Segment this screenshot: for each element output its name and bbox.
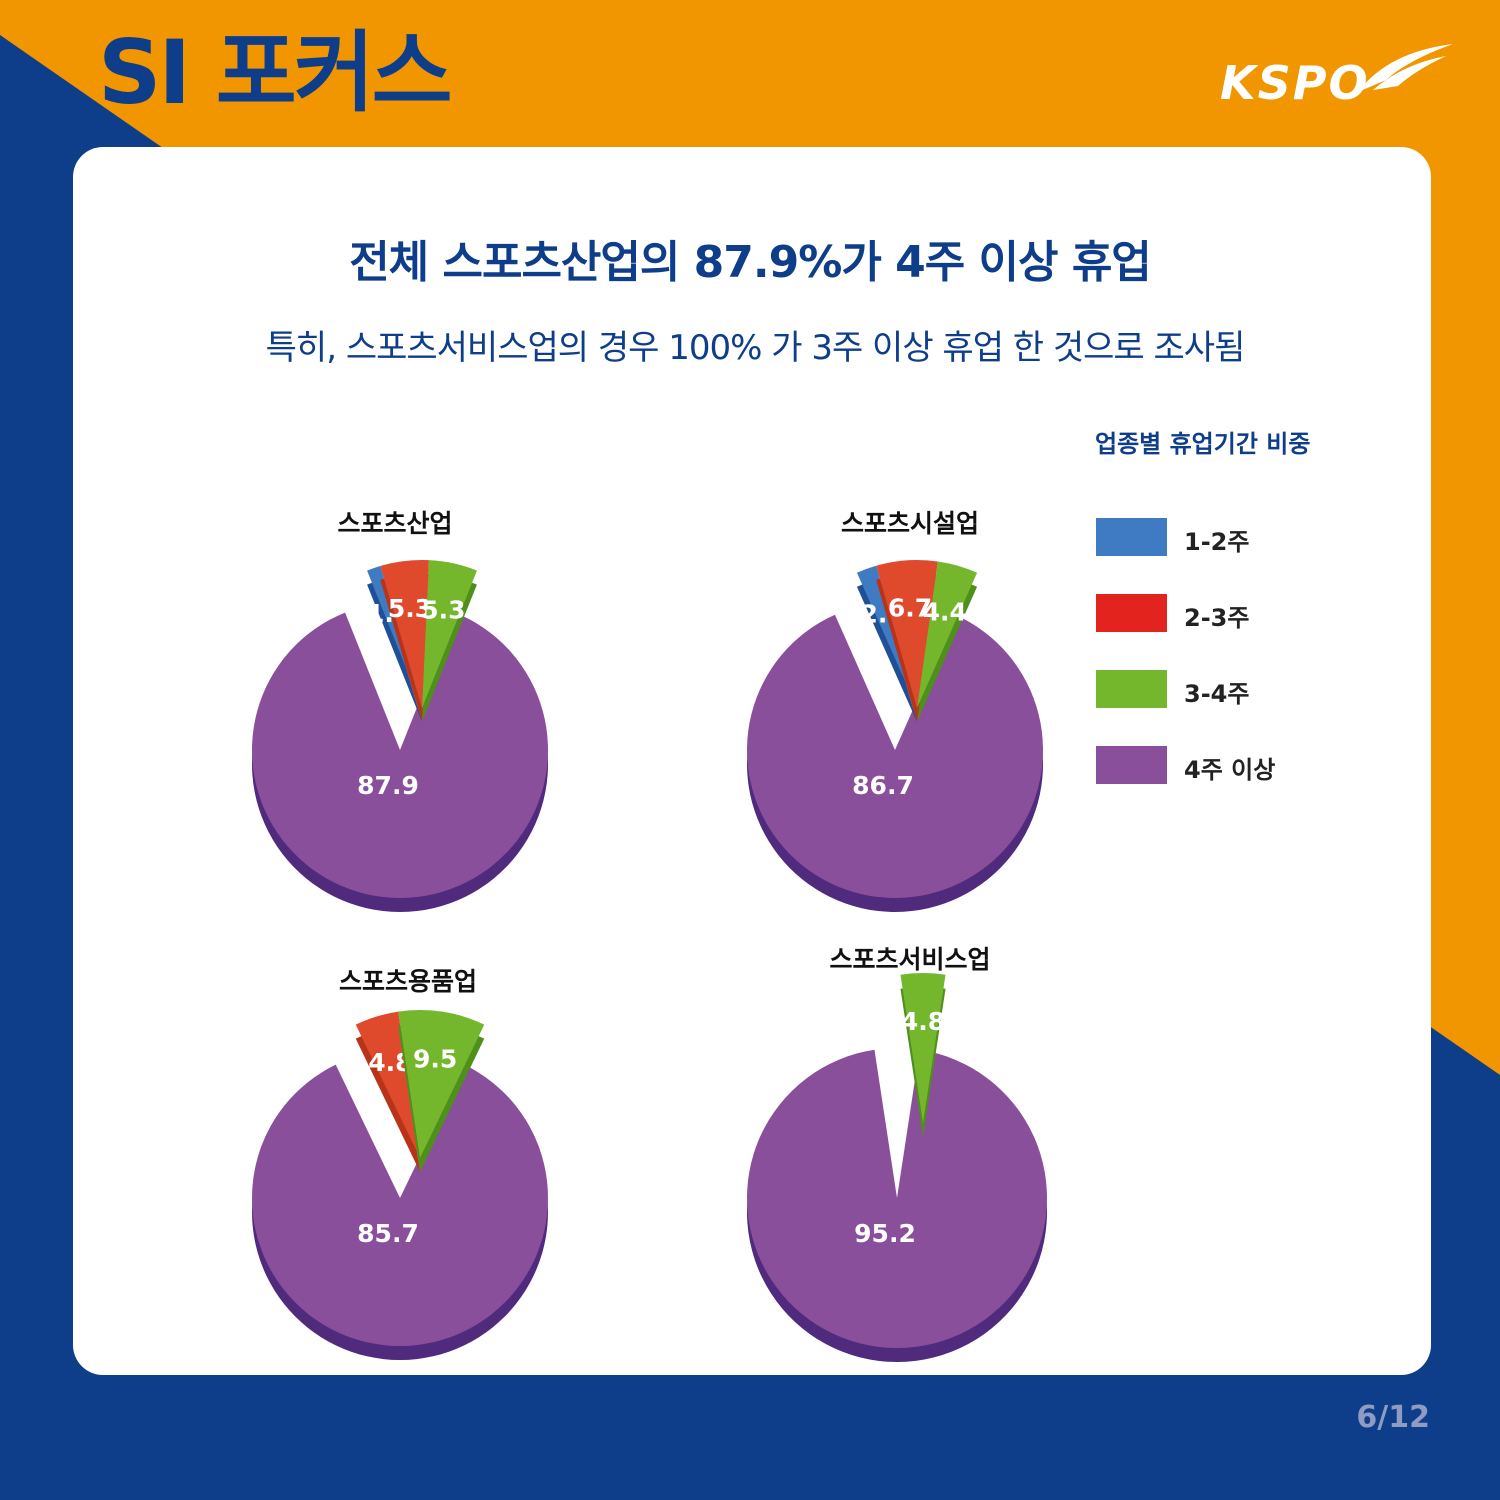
page-indicator: 6/12	[1340, 1400, 1430, 1435]
pie-slice-label: 5.3	[421, 596, 465, 625]
pie-slice	[747, 1050, 1047, 1348]
legend-item-3-4-weeks: 3-4주	[1096, 670, 1356, 708]
legend-label: 1-2주	[1184, 522, 1249, 557]
pie-chart-title: 스포츠서비스업	[829, 945, 990, 974]
legend-item-2-3-weeks: 2-3주	[1096, 594, 1356, 632]
legend-swatch	[1096, 518, 1167, 556]
legend-title: 업종별 휴업기간 비중	[1095, 424, 1310, 459]
legend-swatch	[1096, 670, 1167, 708]
pie-slice-label: 85.7	[357, 1219, 419, 1248]
pie-slice-label: 4.4	[923, 597, 967, 626]
legend-label: 4주 이상	[1184, 750, 1275, 785]
legend-item-1-2-weeks: 1-2주	[1096, 518, 1356, 556]
pie-slice-label: 87.9	[357, 771, 419, 800]
pie-slice-label: 9.5	[413, 1045, 457, 1074]
legend-label: 3-4주	[1184, 674, 1249, 709]
pie-chart-title: 스포츠용품업	[339, 967, 477, 996]
pie-slice-label: 4.8	[901, 1007, 945, 1036]
pie-slice-label: 95.2	[854, 1219, 916, 1248]
pie-chart-title: 스포츠시설업	[841, 509, 979, 538]
legend-item-4-plus-weeks: 4주 이상	[1096, 746, 1356, 784]
legend-label: 2-3주	[1184, 598, 1249, 633]
legend-swatch	[1096, 594, 1167, 632]
pie-slice-label: 86.7	[852, 771, 914, 800]
legend-swatch	[1096, 746, 1167, 784]
pie-chart: 스포츠서비스업 95.2 4.8	[747, 945, 1047, 1362]
pie-chart-title: 스포츠산업	[337, 509, 452, 538]
